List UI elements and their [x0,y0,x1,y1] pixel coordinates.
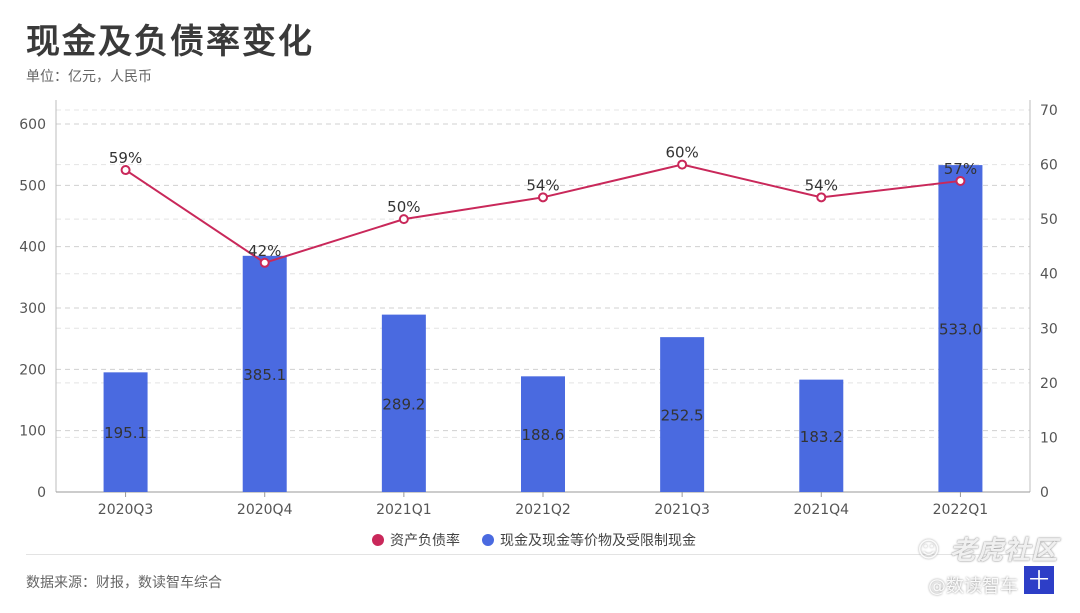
legend-item-cash-label: 现金及现金等价物及受限制现金 [500,532,696,549]
legend-item-debt-ratio-label: 资产负债率 [390,532,460,549]
x-tick-label: 2021Q2 [515,502,571,518]
x-tick-label: 2020Q4 [237,502,293,518]
y-left-tick-label: 100 [19,424,46,440]
bar-data-label: 533.0 [939,321,982,339]
line-data-label: 42% [248,242,281,260]
y-left-tick-label: 0 [37,485,46,501]
y-right-tick-label: 10 [1040,430,1058,446]
combo-chart: 0 100 200 300 400 500 600 0 10 20 30 40 50 60 70 195.1 3… [19,100,1058,549]
data-source: 数据来源：财报，数读智车综合 [26,575,222,591]
x-tick-label: 2021Q3 [654,502,710,518]
bar-data-label: 188.6 [522,426,565,444]
watermark-icon: ☺ [917,538,940,563]
line-data-label: 57% [944,160,977,178]
y-left-tick-label: 600 [19,117,46,133]
y-left-tick-label: 400 [19,240,46,256]
bar [521,376,565,492]
line-point [816,192,827,203]
bar [242,255,287,492]
bar [103,372,148,492]
bar [799,379,844,492]
line-point [538,192,548,203]
chart-title: 现金及负债率变化 [26,22,314,62]
line-point [677,159,688,170]
bar-data-label: 195.1 [104,424,147,442]
line-point [120,165,131,176]
x-tick-label: 2020Q3 [98,502,154,518]
y-right-tick-label: 40 [1040,267,1058,283]
bar-data-label: 183.2 [800,428,843,446]
bar-data-label: 385.1 [243,366,286,384]
line-point [259,257,270,268]
line-data-label: 50% [387,198,420,216]
footer-divider [26,554,1054,555]
y-right-tick-label: 50 [1040,212,1058,228]
bar [938,165,983,493]
watermark-badge: 十 [1024,566,1054,594]
y-left-tick-label: 300 [19,301,46,317]
x-tick-label: 2021Q1 [376,502,432,518]
y-right-tick-label: 0 [1040,485,1049,501]
chart-subtitle: 单位：亿元，人民币 [26,69,152,85]
bar-data-label: 252.5 [661,407,704,425]
watermark-text: 老虎社区 [949,536,1058,566]
y-left-tick-label: 200 [19,362,46,378]
bar [660,337,705,492]
line-data-label: 54% [526,176,559,194]
y-left-tick-label: 500 [19,178,46,194]
line-point [955,175,966,186]
x-tick-label: 2022Q1 [933,502,989,518]
y-right-tick-label: 30 [1040,321,1058,337]
legend-item-cash-marker [482,534,494,546]
line-data-label: 60% [665,144,698,162]
line-data-label: 54% [805,176,838,194]
line-point [398,214,409,225]
y-right-tick-label: 20 [1040,376,1058,392]
watermark-handle: @数读智车 [928,576,1018,597]
line-data-label: 59% [109,149,142,167]
y-right-tick-label: 70 [1040,103,1058,119]
legend-item-debt-ratio-marker [372,534,384,546]
y-right-tick-label: 60 [1040,158,1058,174]
x-tick-label: 2021Q4 [794,502,850,518]
bar-data-label: 289.2 [382,395,425,413]
bar [381,314,426,492]
